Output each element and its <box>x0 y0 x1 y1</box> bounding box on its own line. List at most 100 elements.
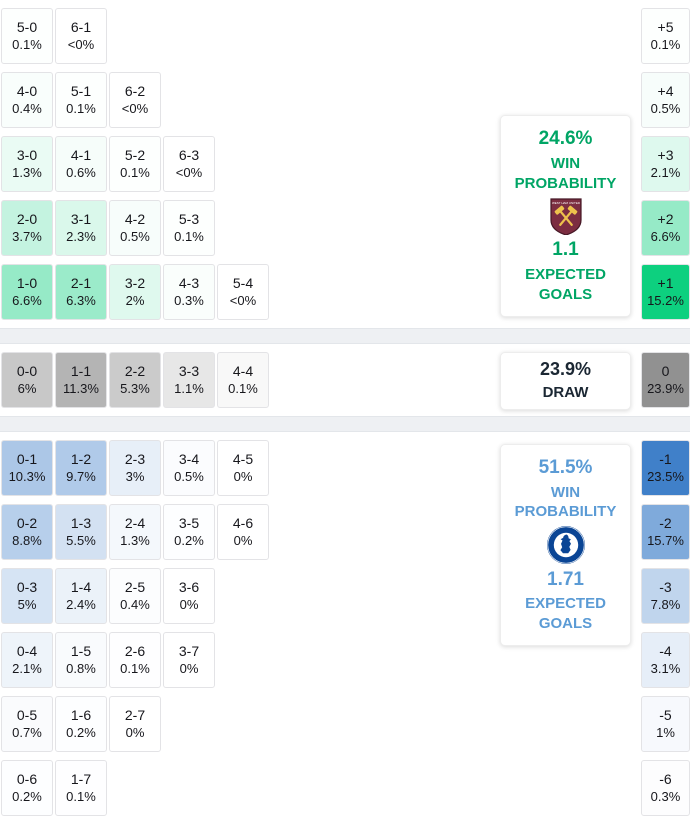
score-row: 1-0 6.6% 2-1 6.3% 3-2 2% 4-3 0.3% 5-4 <0% +1 15.2% <box>1 264 690 320</box>
score-cell: 6-3 <0% <box>163 136 215 192</box>
home-expected-goals-label: EXPECTED GOALS <box>525 265 606 304</box>
score-cell: 2-4 1.3% <box>109 504 161 560</box>
probability: <0% <box>67 36 95 52</box>
score-cell: 4-3 0.3% <box>163 264 215 320</box>
goal-difference-cell: 0 23.9% <box>641 352 690 408</box>
score-cell: 1-2 9.7% <box>55 440 107 496</box>
score-cell: 2-0 3.7% <box>1 200 53 256</box>
score-cell: 0-1 10.3% <box>1 440 53 496</box>
score-cell: 2-5 0.4% <box>109 568 161 624</box>
probability: 0% <box>233 468 253 484</box>
probability: 0.4% <box>120 596 150 612</box>
away-win-probability-label: WIN PROBABILITY <box>515 483 617 522</box>
scoreline: 1-7 <box>70 771 92 788</box>
score-cell: 6-1 <0% <box>55 8 107 64</box>
score-cell: 0-0 6% <box>1 352 53 408</box>
scoreline: 4-6 <box>232 515 254 532</box>
score-cell: 2-2 5.3% <box>109 352 161 408</box>
probability: 0.6% <box>66 164 96 180</box>
scoreline: 1-3 <box>70 515 92 532</box>
score-cell: 1-4 2.4% <box>55 568 107 624</box>
scoreline: 0 <box>661 363 670 380</box>
score-cell: 1-5 0.8% <box>55 632 107 688</box>
home-win-panel: 24.6% WIN PROBABILITY WEST HAM UNITED <box>500 115 631 317</box>
probability: 0.1% <box>12 36 42 52</box>
score-cell: 3-2 2% <box>109 264 161 320</box>
draw-section: 0-0 6% 1-1 11.3% 2-2 5.3% 3-3 1.1% 4-4 0.1% 0 23.9%… <box>0 344 690 410</box>
scoreline: 0-0 <box>16 363 38 380</box>
score-cell: 1-1 11.3% <box>55 352 107 408</box>
scoreline: 0-6 <box>16 771 38 788</box>
scoreline: 3-7 <box>178 643 200 660</box>
score-row: 4-0 0.4% 5-1 0.1% 6-2 <0% +4 0.5% <box>1 72 690 128</box>
probability: 0.3% <box>650 788 681 804</box>
scoreline: 5-0 <box>16 19 38 36</box>
score-cell: 0-4 2.1% <box>1 632 53 688</box>
score-cell: 5-2 0.1% <box>109 136 161 192</box>
draw-panel: 23.9% DRAW <box>500 352 631 410</box>
score-cell: 5-1 0.1% <box>55 72 107 128</box>
probability: 5% <box>17 596 37 612</box>
scoreline: 3-3 <box>178 363 200 380</box>
scoreline: 2-6 <box>124 643 146 660</box>
probability: 3.1% <box>650 660 681 676</box>
probability: 0.3% <box>174 292 204 308</box>
goal-difference-cell: -3 7.8% <box>641 568 690 624</box>
scoreline: 2-5 <box>124 579 146 596</box>
probability: <0% <box>175 164 203 180</box>
label-line: EXPECTED <box>525 595 606 612</box>
probability: 0.1% <box>174 228 204 244</box>
section-divider <box>0 416 690 432</box>
score-cell: 0-3 5% <box>1 568 53 624</box>
score-cell: 1-3 5.5% <box>55 504 107 560</box>
probability: 10.3% <box>8 468 46 484</box>
home-score-grid: 5-0 0.1% 6-1 <0% +5 0.1% 4-0 0.4% 5-1 0.1% 6-2 <0% +… <box>0 0 690 320</box>
probability: 0% <box>125 724 145 740</box>
probability: 0% <box>179 660 199 676</box>
scoreline: 3-2 <box>124 275 146 292</box>
scoreline: -5 <box>659 707 672 724</box>
goal-difference-cell: +4 0.5% <box>641 72 690 128</box>
chelsea-fc-badge <box>546 526 585 564</box>
probability: 3.7% <box>12 228 42 244</box>
score-cell: 1-0 6.6% <box>1 264 53 320</box>
west-ham-united-badge: WEST HAM UNITED <box>549 198 582 235</box>
section-divider <box>0 328 690 344</box>
scoreline: 1-0 <box>16 275 38 292</box>
scoreline: 4-2 <box>124 211 146 228</box>
score-row: 0-5 0.7% 1-6 0.2% 2-7 0% -5 1% <box>1 696 690 752</box>
score-cell: 4-4 0.1% <box>217 352 269 408</box>
scoreline: 6-1 <box>70 19 92 36</box>
away-score-grid: 0-1 10.3% 1-2 9.7% 2-3 3% 3-4 0.5% 4-5 0% -1 23.5% 0… <box>0 432 690 816</box>
scoreline: 1-6 <box>70 707 92 724</box>
label-line: WIN <box>550 155 581 172</box>
probability: 1.3% <box>12 164 42 180</box>
scoreline: 2-7 <box>124 707 146 724</box>
probability: 23.9% <box>647 380 684 396</box>
probability: 0.1% <box>650 36 681 52</box>
probability: 0.5% <box>120 228 150 244</box>
probability: 2.3% <box>66 228 96 244</box>
svg-text:WEST HAM UNITED: WEST HAM UNITED <box>551 201 580 205</box>
label-line: EXPECTED <box>525 266 606 283</box>
probability: 0.1% <box>120 660 150 676</box>
scoreline: 5-1 <box>70 83 92 100</box>
scoreline: 0-5 <box>16 707 38 724</box>
probability: 2% <box>125 292 145 308</box>
scoreline: +4 <box>657 83 674 100</box>
scoreline: 3-0 <box>16 147 38 164</box>
probability: 1.1% <box>174 380 204 396</box>
scoreline: 2-4 <box>124 515 146 532</box>
scoreline: +3 <box>657 147 674 164</box>
home-win-section: 5-0 0.1% 6-1 <0% +5 0.1% 4-0 0.4% 5-1 0.1% 6-2 <0% +… <box>0 0 690 320</box>
probability: 5.5% <box>66 532 96 548</box>
probability: 0% <box>233 532 253 548</box>
scoreline: 3-1 <box>70 211 92 228</box>
scoreline: 2-3 <box>124 451 146 468</box>
score-cell: 4-6 0% <box>217 504 269 560</box>
home-win-probability-value: 24.6% <box>538 128 593 149</box>
scoreline: 0-3 <box>16 579 38 596</box>
scoreline: 4-4 <box>232 363 254 380</box>
probability: 8.8% <box>12 532 42 548</box>
